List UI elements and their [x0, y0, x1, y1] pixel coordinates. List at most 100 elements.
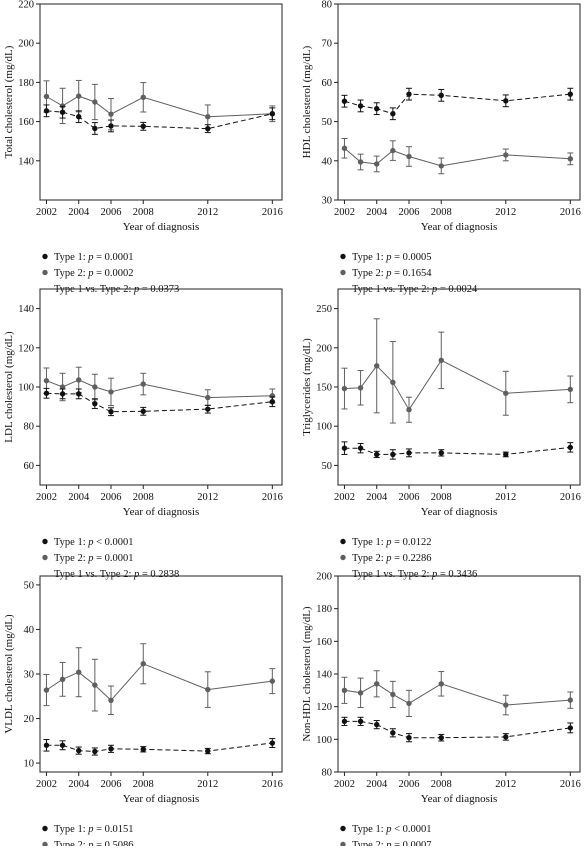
- legend-p-symbol: p: [385, 824, 391, 835]
- chart-panel-2: 30 40 50 60 70 80 2002 2004 2006 2008 2012 2016 Year…: [301, 0, 581, 295]
- x-tick-label: 2002: [36, 207, 57, 218]
- y-tick-label: 180: [316, 604, 332, 615]
- x-tick-label: 2002: [334, 492, 355, 503]
- series-type1: [43, 104, 276, 135]
- legend-label: Type 1:: [54, 824, 88, 835]
- data-point: [567, 725, 574, 731]
- legend-label: Type 2:: [54, 268, 88, 279]
- series-line: [46, 663, 273, 702]
- legend-label: Type 1:: [352, 252, 386, 263]
- data-point: [92, 99, 98, 105]
- data-point: [357, 718, 364, 725]
- y-tick-label: 250: [316, 304, 332, 315]
- series-line: [344, 93, 571, 115]
- data-point: [374, 105, 380, 112]
- x-tick-label: 2016: [560, 207, 581, 218]
- data-point: [140, 408, 146, 415]
- x-tick-label: 2006: [398, 779, 419, 790]
- legend-label: Type 1:: [54, 537, 88, 548]
- legend-marker-type2: [340, 269, 346, 276]
- data-point: [341, 445, 348, 451]
- data-point: [108, 746, 114, 752]
- legend-p-value: = 0.0005: [392, 252, 432, 263]
- legend-entry: Type 1: p = 0.0122: [352, 537, 432, 548]
- legend-entry: Type 1: p = 0.0001: [54, 252, 134, 263]
- plot-frame: [337, 3, 581, 201]
- legend-entry: Type 2: p = 0.2286: [352, 553, 432, 564]
- legend-label: Type 2:: [352, 840, 386, 846]
- chart-panel-1: 140 160 180 200 220 2002 2004 2006 2008 2012 2016 Y…: [3, 0, 283, 295]
- data-point: [76, 747, 82, 754]
- data-point: [92, 748, 98, 755]
- data-point: [269, 678, 276, 684]
- x-tick-label: 2002: [334, 207, 355, 218]
- data-point: [76, 377, 82, 383]
- x-axis-title: Year of diagnosis: [123, 793, 200, 805]
- data-point: [269, 399, 276, 405]
- legend-marker-type1: [42, 538, 48, 545]
- legend-p-symbol: p: [133, 569, 139, 580]
- y-tick-label: 200: [18, 39, 34, 50]
- data-point: [341, 385, 348, 392]
- x-tick-label: 2006: [398, 207, 419, 218]
- legend-p-value: = 0.0001: [94, 553, 134, 564]
- series-line: [344, 359, 571, 411]
- data-point: [92, 125, 98, 132]
- y-tick-label: 100: [18, 383, 34, 394]
- data-point: [43, 108, 50, 114]
- legend-marker-type1: [42, 253, 48, 260]
- data-point: [43, 687, 50, 693]
- x-tick-label: 2006: [100, 207, 121, 218]
- legend-p-symbol: p: [87, 824, 93, 835]
- data-point: [503, 152, 509, 158]
- data-point: [269, 111, 276, 117]
- data-point: [205, 406, 211, 412]
- legend-p-symbol: p: [87, 537, 93, 548]
- data-point: [341, 718, 348, 725]
- data-point: [43, 93, 50, 100]
- plot-frame: [39, 288, 283, 486]
- y-tick-label: 80: [322, 0, 333, 11]
- data-point: [140, 123, 146, 130]
- series-line: [46, 392, 273, 413]
- data-point: [406, 153, 412, 160]
- y-axis-title: HDL cholesterol (mg/dL): [301, 45, 313, 158]
- legend-marker-type2: [42, 841, 48, 848]
- legend-marker-type2: [42, 554, 48, 561]
- chart-panel-3: 60 80 100 120 140 2002 2004 2006 2008 2012 2016 Yea…: [3, 288, 283, 580]
- data-point: [205, 114, 211, 120]
- legend-label: Type 1:: [352, 824, 386, 835]
- data-point: [503, 98, 509, 104]
- x-tick-label: 2004: [366, 207, 388, 218]
- data-point: [438, 681, 444, 687]
- data-point: [374, 451, 380, 458]
- y-tick-label: 40: [24, 625, 35, 636]
- data-point: [76, 93, 82, 99]
- data-point: [108, 111, 114, 117]
- legend-label: Type 2:: [352, 268, 386, 279]
- data-point: [205, 748, 211, 754]
- legend-marker-type1: [340, 825, 346, 832]
- x-tick-label: 2016: [560, 492, 581, 503]
- data-point: [341, 145, 348, 151]
- series-type1: [43, 387, 276, 417]
- legend-p-value: = 0.0001: [94, 252, 134, 263]
- legend-p-value: = 0.0007: [392, 840, 432, 846]
- data-point: [76, 114, 82, 120]
- x-tick-label: 2002: [36, 779, 57, 790]
- series-type2: [341, 318, 574, 424]
- data-point: [438, 163, 444, 169]
- x-axis-title: Year of diagnosis: [123, 506, 200, 518]
- y-tick-label: 80: [322, 768, 333, 779]
- y-axis-title: Triglycerides (mg/dL): [301, 338, 313, 436]
- y-tick-label: 50: [322, 461, 333, 472]
- legend-p-symbol: p: [385, 252, 391, 263]
- data-point: [59, 676, 66, 683]
- legend-marker-type1: [340, 253, 346, 260]
- x-tick-label: 2008: [133, 492, 154, 503]
- x-tick-label: 2008: [431, 492, 452, 503]
- y-tick-label: 120: [316, 702, 332, 713]
- y-tick-label: 10: [24, 759, 35, 770]
